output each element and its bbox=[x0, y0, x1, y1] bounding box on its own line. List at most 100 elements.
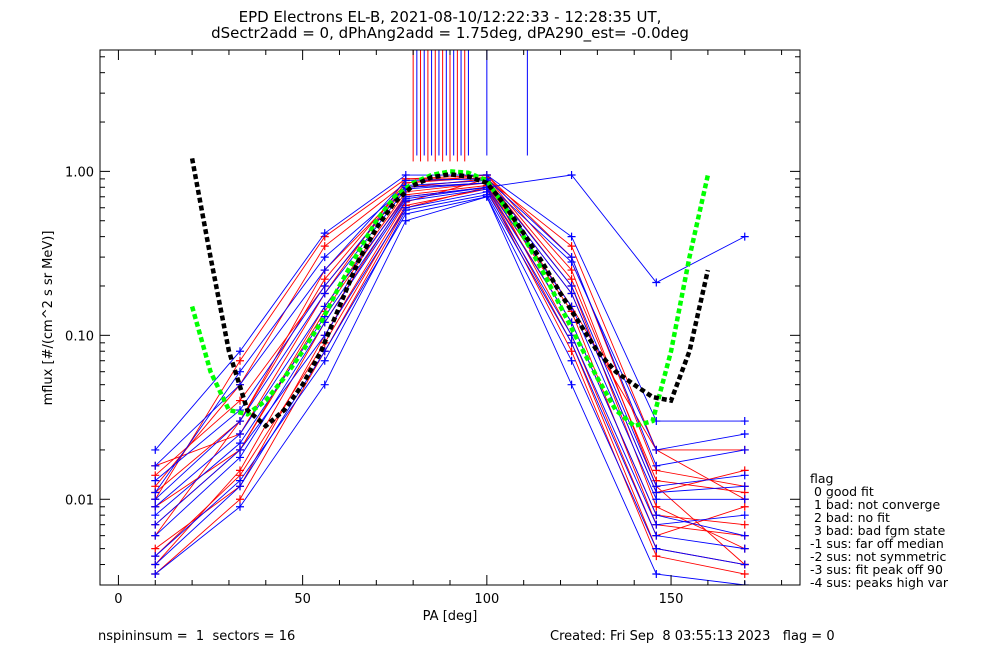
series-line bbox=[154, 196, 745, 565]
data-point bbox=[236, 417, 244, 426]
y-tick-label: 0.10 bbox=[65, 329, 94, 344]
data-point bbox=[567, 380, 576, 389]
data-point bbox=[567, 266, 576, 275]
data-point bbox=[652, 544, 661, 553]
data-point bbox=[320, 289, 329, 298]
data-point bbox=[567, 171, 576, 180]
data-point bbox=[151, 511, 160, 520]
data-point bbox=[652, 278, 661, 287]
x-axis-label: PA [deg] bbox=[423, 609, 478, 624]
data-point bbox=[740, 544, 749, 553]
series-line bbox=[154, 186, 745, 508]
data-point bbox=[151, 520, 160, 529]
data-point bbox=[236, 430, 244, 439]
data-point bbox=[320, 380, 329, 389]
legend-title: flag bbox=[810, 471, 833, 486]
data-point bbox=[320, 266, 329, 275]
data-point bbox=[652, 511, 661, 520]
legend-entry: 0 good fit bbox=[810, 484, 874, 499]
data-point bbox=[320, 281, 329, 290]
data-point bbox=[236, 445, 244, 454]
data-point bbox=[740, 482, 749, 491]
series-line bbox=[154, 188, 745, 537]
data-point bbox=[652, 495, 661, 504]
data-point bbox=[740, 495, 749, 504]
series-line bbox=[154, 196, 745, 585]
data-point bbox=[151, 544, 160, 553]
data-point bbox=[652, 488, 661, 497]
data-point bbox=[151, 445, 160, 454]
data-point bbox=[320, 275, 329, 284]
data-point bbox=[652, 552, 661, 561]
data-point bbox=[151, 461, 160, 470]
data-point bbox=[740, 417, 749, 426]
data-point bbox=[320, 253, 329, 262]
data-point bbox=[740, 511, 749, 520]
footer-right: Created: Fri Sep 8 03:55:13 2023 flag = … bbox=[550, 629, 835, 644]
data-point bbox=[151, 495, 160, 504]
data-point bbox=[567, 356, 576, 365]
data-point bbox=[236, 347, 244, 356]
data-point bbox=[320, 229, 329, 238]
y-tick-label: 0.01 bbox=[65, 493, 94, 508]
data-point bbox=[236, 476, 244, 485]
data-point bbox=[151, 488, 160, 497]
data-point bbox=[740, 570, 749, 579]
data-point bbox=[740, 232, 749, 241]
data-point bbox=[652, 502, 661, 511]
y-axis-label: mflux [#/(cm^2 s sr MeV)] bbox=[41, 231, 56, 406]
series-line bbox=[155, 182, 745, 508]
x-tick-label: 100 bbox=[474, 592, 499, 607]
legend-entry: -1 sus: far off median bbox=[810, 536, 944, 551]
x-tick-label: 0 bbox=[114, 592, 122, 607]
data-point bbox=[740, 531, 749, 540]
series-line bbox=[154, 194, 745, 557]
data-point bbox=[236, 439, 244, 448]
series-line bbox=[154, 182, 745, 500]
data-point bbox=[236, 396, 244, 405]
data-point bbox=[567, 253, 576, 262]
data-point bbox=[567, 242, 576, 251]
legend-entry: 3 bad: bad fgm state bbox=[810, 523, 946, 538]
series-line bbox=[154, 191, 745, 526]
data-point bbox=[740, 445, 749, 454]
chart-title-line-1: EPD Electrons EL-B, 2021-08-10/12:22:33 … bbox=[239, 8, 662, 26]
fit-curve-green bbox=[189, 169, 711, 429]
series-line bbox=[154, 174, 745, 516]
data-point bbox=[740, 471, 749, 480]
data-point bbox=[151, 531, 160, 540]
data-point bbox=[740, 430, 749, 439]
legend-entry: -4 sus: peaks high var bbox=[810, 575, 949, 590]
data-point bbox=[652, 570, 661, 579]
y-tick-label: 1.00 bbox=[65, 165, 94, 180]
fit-curves-layer bbox=[189, 157, 711, 429]
data-point bbox=[567, 275, 576, 284]
data-point bbox=[151, 570, 160, 579]
data-point bbox=[151, 502, 160, 511]
series-layer bbox=[151, 50, 749, 585]
data-point bbox=[401, 194, 410, 203]
data-point bbox=[567, 347, 576, 356]
series-line bbox=[154, 178, 745, 467]
series-line bbox=[154, 188, 745, 575]
series-line bbox=[154, 180, 745, 487]
data-point bbox=[236, 356, 244, 365]
data-point bbox=[320, 242, 329, 251]
chart-title-line-2: dSectr2add = 0, dPhAng2add = 1.75deg, dP… bbox=[211, 24, 689, 43]
data-point bbox=[151, 552, 160, 561]
data-point bbox=[401, 216, 410, 225]
axes-layer: 0 50 100 150 0.01 0.10 1.00 bbox=[65, 50, 800, 607]
data-point bbox=[652, 445, 661, 454]
data-point bbox=[401, 176, 410, 185]
legend: flag 0 good fit 1 bad: not converge 2 ba… bbox=[810, 471, 949, 590]
series-line bbox=[154, 176, 745, 493]
data-point bbox=[236, 495, 244, 504]
legend-entry: -3 sus: fit peak off 90 bbox=[810, 562, 943, 577]
data-point bbox=[236, 453, 244, 462]
data-point bbox=[567, 281, 576, 290]
series-line bbox=[154, 185, 745, 537]
data-point bbox=[567, 338, 576, 347]
data-point bbox=[652, 520, 661, 529]
data-point bbox=[236, 502, 244, 511]
